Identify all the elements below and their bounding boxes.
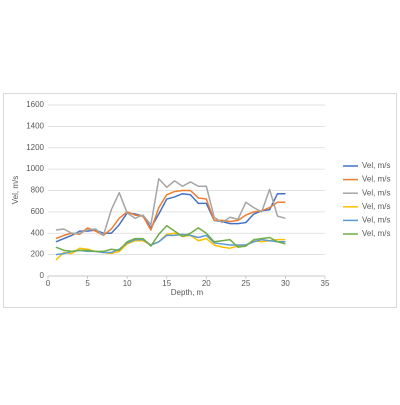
x-tick-label: 0 xyxy=(46,279,51,288)
x-tick-label: 30 xyxy=(281,279,290,288)
y-tick-label: 800 xyxy=(31,186,45,195)
y-tick-label: 1400 xyxy=(26,121,44,130)
y-tick-label: 0 xyxy=(40,271,45,280)
chart-frame xyxy=(3,93,397,308)
x-tick-label: 35 xyxy=(321,279,330,288)
x-tick-label: 5 xyxy=(85,279,90,288)
x-tick-label: 20 xyxy=(202,279,211,288)
x-tick-label: 25 xyxy=(241,279,250,288)
y-tick-label: 1200 xyxy=(26,143,44,152)
x-axis-label: Depth, m xyxy=(171,288,204,297)
legend-label: Vel, m/s xyxy=(362,202,390,211)
y-tick-label: 200 xyxy=(31,250,45,259)
series-line xyxy=(55,177,286,237)
legend-label: Vel, m/s xyxy=(362,216,390,225)
y-tick-label: 600 xyxy=(31,207,45,216)
x-tick-label: 15 xyxy=(162,279,171,288)
legend-label: Vel, m/s xyxy=(362,229,390,238)
y-tick-label: 400 xyxy=(31,228,45,237)
legend-label: Vel, m/s xyxy=(362,161,390,170)
y-axis-label: Vel, m/s xyxy=(11,176,20,204)
legend-label: Vel, m/s xyxy=(362,175,390,184)
legend-label: Vel, m/s xyxy=(362,188,390,197)
y-tick-label: 1600 xyxy=(26,100,44,109)
series-line xyxy=(55,225,286,253)
x-tick-label: 10 xyxy=(123,279,132,288)
series-line xyxy=(55,189,286,240)
y-tick-label: 1000 xyxy=(26,164,44,173)
